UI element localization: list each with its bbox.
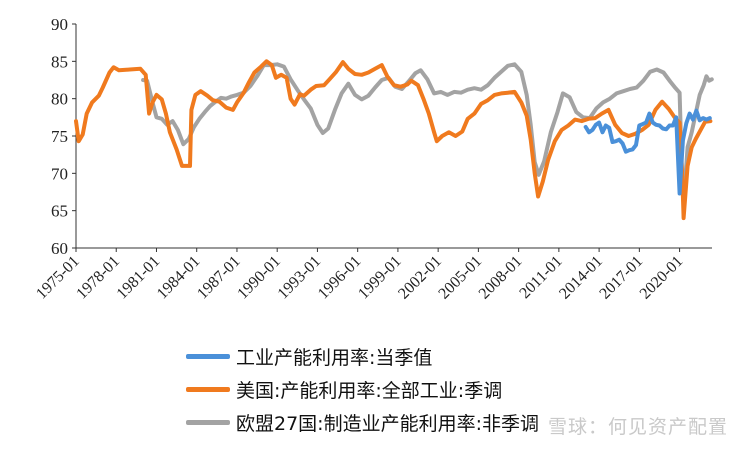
legend-item-eu-capacity: 欧盟27国:制造业产能利用率:非季调 <box>186 406 539 439</box>
legend-swatch-gray <box>186 420 230 425</box>
legend-label: 欧盟27国:制造业产能利用率:非季调 <box>236 413 539 435</box>
x-tick-label: 1978-01 <box>73 253 123 303</box>
series-line-1 <box>74 59 713 221</box>
watermark: 雪球：何见资产配置 <box>547 416 728 438</box>
legend-item-us-capacity: 美国:产能利用率:全部工业:季调 <box>186 373 539 406</box>
x-tick-label: 2011-01 <box>516 253 565 302</box>
x-axis: 1975-011978-011981-011984-011987-011990-… <box>33 247 712 303</box>
series-line-0 <box>583 108 712 196</box>
y-tick-label: 90 <box>51 15 68 34</box>
legend-label: 工业产能利用率:当季值 <box>236 347 433 369</box>
y-tick-label: 65 <box>51 202 68 221</box>
x-tick-label: 1990-01 <box>234 253 284 303</box>
series-line-2 <box>141 62 714 196</box>
y-tick-label: 80 <box>51 90 68 109</box>
legend-swatch-blue <box>186 354 230 359</box>
x-tick-label: 1984-01 <box>154 253 204 303</box>
y-tick-label: 70 <box>51 164 68 183</box>
y-tick-label: 75 <box>51 127 68 146</box>
y-tick-label: 60 <box>51 239 68 258</box>
x-tick-label: 2020-01 <box>637 253 687 303</box>
x-tick-label: 1996-01 <box>315 253 365 303</box>
x-tick-label: 2005-01 <box>435 253 485 303</box>
legend-label: 美国:产能利用率:全部工业:季调 <box>236 380 503 402</box>
x-tick-label: 1993-01 <box>275 253 325 303</box>
legend: 工业产能利用率:当季值 美国:产能利用率:全部工业:季调 欧盟27国:制造业产能… <box>186 340 539 439</box>
legend-item-industrial-capacity: 工业产能利用率:当季值 <box>186 340 539 373</box>
y-tick-label: 85 <box>51 52 68 71</box>
x-tick-label: 1987-01 <box>194 253 244 303</box>
x-tick-label: 1981-01 <box>114 253 164 303</box>
x-tick-label: 2002-01 <box>395 253 445 303</box>
x-tick-label: 1975-01 <box>33 253 83 303</box>
x-tick-label: 2008-01 <box>476 253 526 303</box>
x-tick-label: 2014-01 <box>556 253 606 303</box>
x-tick-label: 1999-01 <box>355 253 405 303</box>
y-axis: 60 65 70 75 80 85 90 <box>51 15 77 258</box>
series-layer <box>74 59 714 221</box>
legend-swatch-orange <box>186 387 230 392</box>
x-tick-label: 2017-01 <box>596 253 646 303</box>
